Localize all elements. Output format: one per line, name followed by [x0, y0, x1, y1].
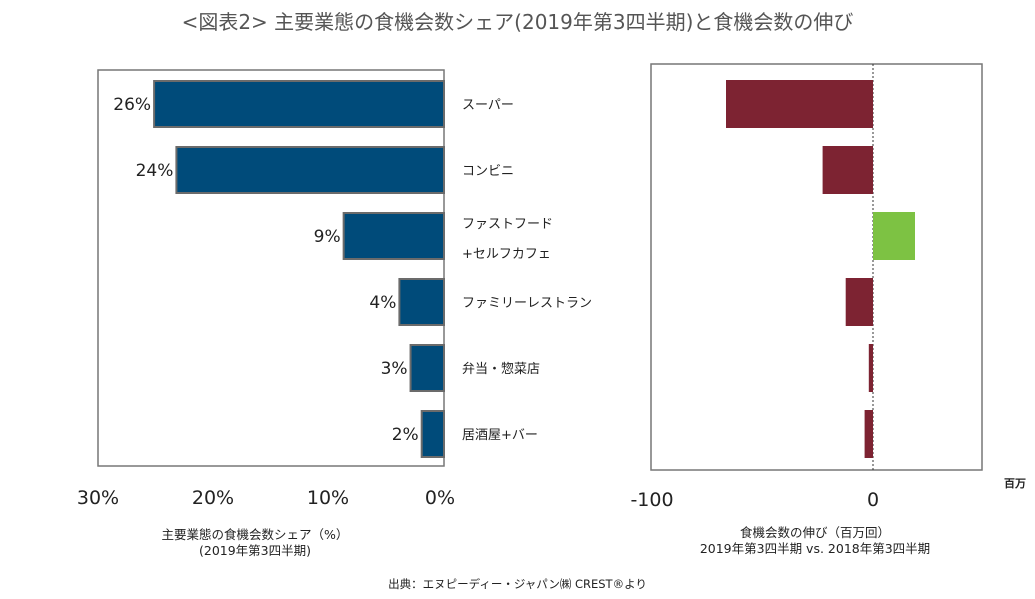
left-bar [409, 344, 445, 392]
left-bar [398, 278, 445, 326]
category-label: ファストフード [462, 217, 553, 232]
category-label: ファミリーレストラン [462, 296, 592, 311]
left-bar [420, 410, 446, 458]
left-data-label: 4% [369, 293, 396, 313]
right-plot-frame [650, 63, 983, 471]
left-tick-label: 20% [192, 487, 234, 509]
category-label: 弁当・惣菜店 [462, 362, 540, 377]
left-x-axis-ticks: 30% 20% 10% 0% [77, 487, 455, 509]
right-tick-label: 0 [867, 489, 879, 511]
right-axis-title: 食機会数の伸び（百万回） 2019年第3四半期 vs. 2018年第3四半期 [630, 525, 1000, 557]
right-bar [845, 278, 873, 326]
left-tick-label: 0% [425, 487, 455, 509]
right-axis-title-line1: 食機会数の伸び（百万回） [739, 525, 890, 540]
left-bars [153, 80, 446, 458]
right-axis-title-line2: 2019年第3四半期 vs. 2018年第3四半期 [699, 541, 931, 556]
category-label: 居酒屋+バー [462, 428, 538, 443]
left-data-label: 3% [381, 359, 408, 379]
left-data-labels: 26% 24% 9% 4% 3% 2% [113, 95, 418, 445]
left-plot-frame [97, 69, 445, 467]
left-data-label: 9% [314, 227, 341, 247]
right-bars [726, 80, 915, 458]
left-bar [153, 80, 445, 128]
left-tick-label: 30% [77, 487, 119, 509]
right-axis-unit: 百万 [1004, 477, 1026, 490]
left-tick-label: 10% [307, 487, 349, 509]
right-bar [864, 410, 873, 458]
right-x-axis-ticks: -100 0 [630, 489, 879, 511]
category-label: コンビニ [462, 164, 514, 179]
right-bar [822, 146, 873, 194]
category-label: スーパー [462, 98, 514, 113]
right-bar [873, 212, 915, 260]
left-bar [175, 146, 445, 194]
left-axis-title-line2: (2019年第3四半期) [198, 543, 312, 558]
left-data-label: 2% [392, 425, 419, 445]
chart-title: <図表2> 主要業態の食機会数シェア(2019年第3四半期)と食機会数の伸び [181, 10, 854, 34]
left-bar [342, 212, 445, 260]
source-note: 出典：エヌピーディー・ジャパン㈱ CREST®より [388, 577, 647, 591]
left-axis-title-line1: 主要業態の食機会数シェア（%） [161, 527, 349, 542]
right-tick-label: -100 [630, 489, 673, 511]
left-data-label: 26% [113, 95, 151, 115]
left-data-label: 24% [136, 161, 174, 181]
left-axis-title: 主要業態の食機会数シェア（%） (2019年第3四半期) [80, 527, 430, 559]
right-bar [726, 80, 873, 128]
category-label: +セルフカフェ [462, 247, 551, 262]
right-bar [868, 344, 873, 392]
